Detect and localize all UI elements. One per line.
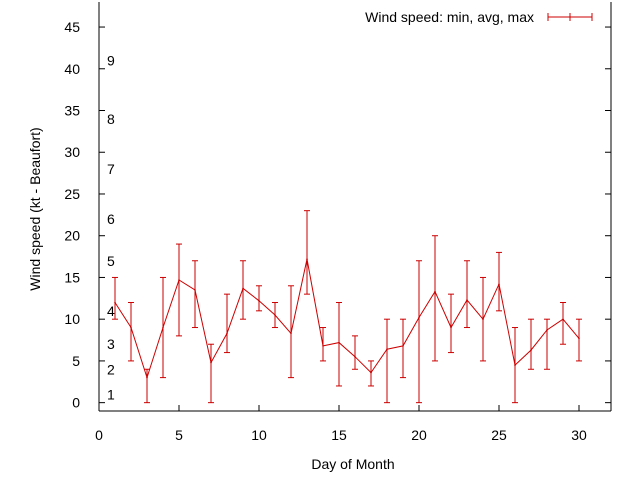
y-tick-label: 25: [64, 186, 80, 202]
data-point-avg: [194, 289, 196, 291]
data-point-avg: [274, 314, 276, 316]
beaufort-label: 1: [107, 386, 115, 402]
x-tick-label: 15: [331, 427, 347, 443]
data-point-avg: [354, 355, 356, 358]
data-point-avg: [402, 345, 404, 347]
data-point-avg: [210, 361, 212, 364]
y-tick-label: 10: [64, 311, 80, 327]
beaufort-label: 7: [107, 161, 115, 177]
beaufort-label: 5: [107, 253, 115, 269]
data-point-avg: [290, 332, 292, 335]
data-point-avg: [578, 337, 580, 340]
series-line-avg: [114, 258, 580, 380]
data-point-avg: [514, 364, 516, 366]
data-point-avg: [546, 329, 548, 331]
x-tick-label: 20: [411, 427, 427, 443]
data-point-avg: [386, 348, 388, 351]
beaufort-label: 8: [107, 111, 115, 127]
y-tick-label: 15: [64, 269, 80, 285]
data-point-avg: [482, 318, 484, 320]
data-point-avg: [338, 341, 340, 344]
x-tick-label: 10: [251, 427, 267, 443]
data-point-avg: [450, 326, 452, 329]
data-point-avg: [130, 326, 132, 329]
data-point-avg: [226, 332, 228, 335]
data-point-avg: [114, 301, 116, 304]
beaufort-label: 9: [107, 52, 115, 68]
data-point-avg: [530, 349, 532, 351]
data-point-avg: [562, 318, 564, 320]
data-point-avg: [258, 300, 260, 302]
x-tick-label: 0: [95, 427, 103, 443]
x-tick-label: 30: [571, 427, 587, 443]
legend: Wind speed: min, avg, max: [365, 9, 593, 25]
data-point-avg: [178, 279, 180, 281]
y-tick-label: 40: [64, 61, 80, 77]
data-point-avg: [306, 258, 308, 260]
data-point-avg: [146, 376, 148, 379]
data-point-avg: [242, 287, 244, 290]
y-tick-label: 35: [64, 103, 80, 119]
data-point-avg: [498, 283, 500, 285]
data-point-avg: [434, 290, 436, 293]
y-tick-label: 5: [72, 353, 80, 369]
data-point-avg: [466, 299, 468, 301]
y-tick-label: 30: [64, 144, 80, 160]
x-tick-label: 25: [491, 427, 507, 443]
data-point-avg: [370, 371, 372, 374]
beaufort-label: 2: [107, 361, 115, 377]
x-tick-label: 5: [175, 427, 183, 443]
y-tick-label: 0: [72, 395, 80, 411]
y-axis-label: Wind speed (kt - Beaufort): [27, 127, 43, 290]
y-tick-label: 20: [64, 228, 80, 244]
x-axis-label: Day of Month: [311, 456, 394, 472]
data-point-avg: [322, 345, 324, 347]
data-point-avg: [418, 316, 420, 319]
beaufort-label: 4: [107, 303, 115, 319]
data-point-avg: [162, 326, 164, 329]
beaufort-label: 3: [107, 336, 115, 352]
y-tick-label: 45: [64, 19, 80, 35]
legend-entry-label: Wind speed: min, avg, max: [365, 9, 534, 25]
beaufort-label: 6: [107, 211, 115, 227]
